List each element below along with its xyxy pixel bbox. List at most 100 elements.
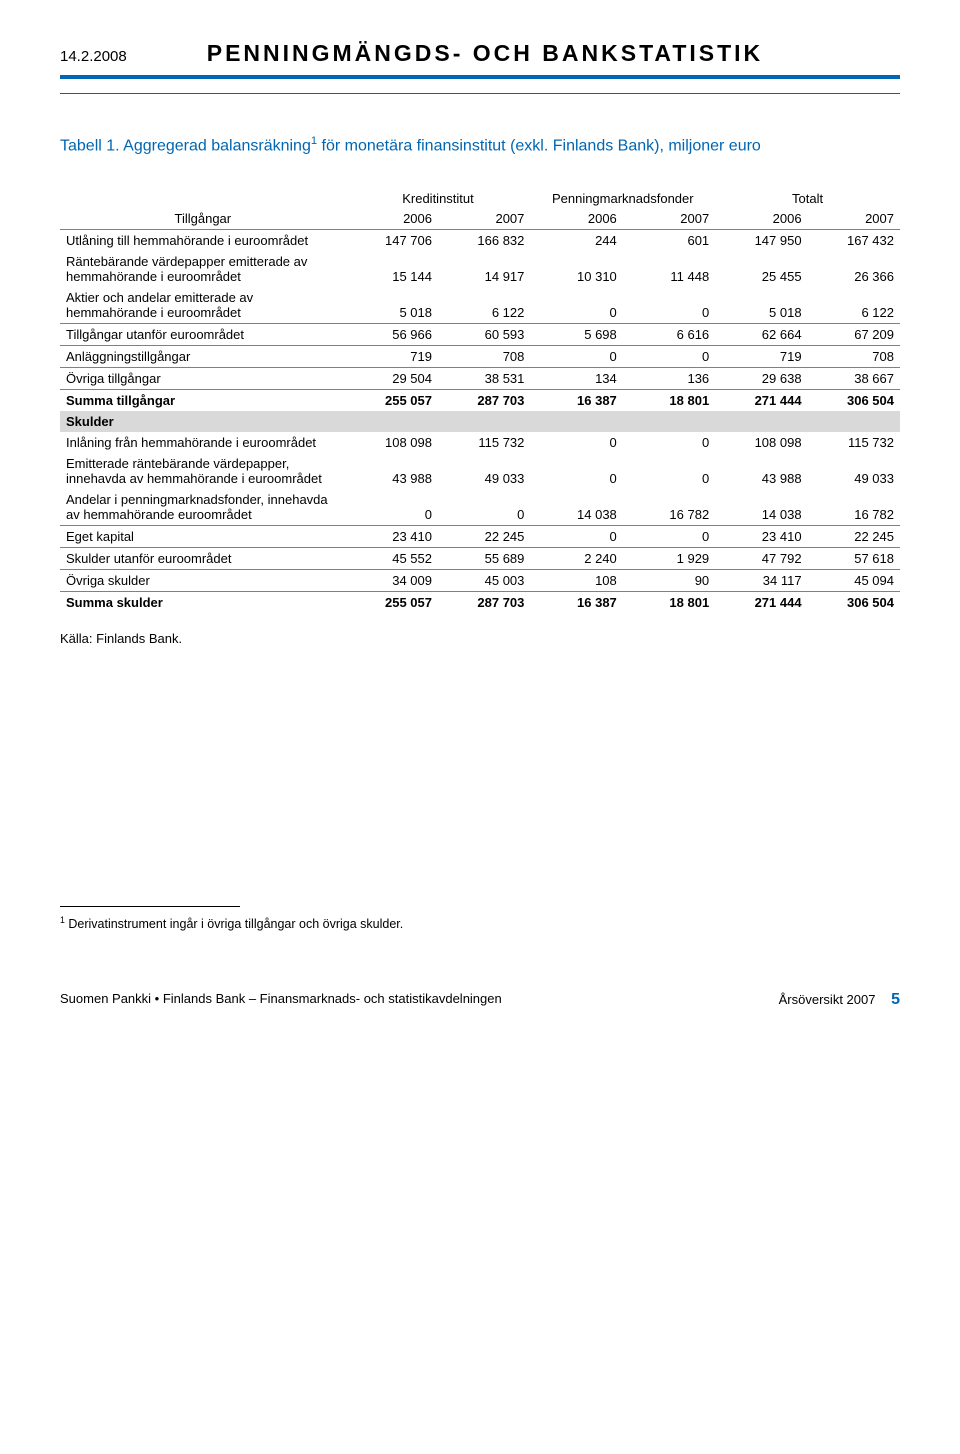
- footer-right-text: Årsöversikt 2007: [779, 992, 876, 1007]
- cell-value: 0: [530, 525, 622, 547]
- row-label: Aktier och andelar emitterade av hemmahö…: [60, 287, 346, 324]
- cell-value: 0: [530, 453, 622, 489]
- row-label: Övriga tillgångar: [60, 367, 346, 389]
- table-row: Tillgångar utanför euroområdet56 96660 5…: [60, 323, 900, 345]
- cell-value: 14 038: [530, 489, 622, 526]
- cell-value: 14 917: [438, 251, 530, 287]
- cell-value: 115 732: [808, 432, 900, 453]
- page-footer: Suomen Pankki • Finlands Bank – Finansma…: [60, 991, 900, 1009]
- table-row: Aktier och andelar emitterade av hemmahö…: [60, 287, 900, 324]
- table-row: Summa tillgångar255 057287 70316 38718 8…: [60, 389, 900, 411]
- section-skulder-label: Skulder: [60, 411, 900, 432]
- cell-value: 15 144: [346, 251, 438, 287]
- title-bar: [60, 75, 900, 79]
- col-group-kreditinstitut: Kreditinstitut: [346, 188, 531, 208]
- cell-value: 255 057: [346, 591, 438, 613]
- footnote-text: Derivatinstrument ingår i övriga tillgån…: [65, 917, 403, 931]
- cell-value: 16 782: [623, 489, 715, 526]
- tillgangar-header: Tillgångar: [60, 208, 346, 230]
- assets-body: Utlåning till hemmahörande i euroområdet…: [60, 229, 900, 411]
- cell-value: 719: [346, 345, 438, 367]
- row-label: Andelar i penningmarknadsfonder, innehav…: [60, 489, 346, 526]
- cell-value: 6 122: [438, 287, 530, 324]
- row-label: Summa tillgångar: [60, 389, 346, 411]
- row-label: Räntebärande värdepapper emitterade av h…: [60, 251, 346, 287]
- year-header: 2006: [530, 208, 622, 230]
- row-label: Emitterade räntebärande värdepapper, inn…: [60, 453, 346, 489]
- table-row: Utlåning till hemmahörande i euroområdet…: [60, 229, 900, 251]
- table-row: Andelar i penningmarknadsfonder, innehav…: [60, 489, 900, 526]
- cell-value: 16 387: [530, 591, 622, 613]
- cell-value: 60 593: [438, 323, 530, 345]
- cell-value: 255 057: [346, 389, 438, 411]
- row-label: Summa skulder: [60, 591, 346, 613]
- cell-value: 47 792: [715, 547, 807, 569]
- table-title: Tabell 1. Aggregerad balansräkning1 för …: [60, 134, 900, 158]
- balance-table: Kreditinstitut Penningmarknadsfonder Tot…: [60, 188, 900, 613]
- cell-value: 0: [530, 432, 622, 453]
- col-group-penningmarknadsfonder: Penningmarknadsfonder: [530, 188, 715, 208]
- cell-value: 0: [623, 345, 715, 367]
- table-row: Övriga skulder34 00945 0031089034 11745 …: [60, 569, 900, 591]
- footnote: 1 Derivatinstrument ingår i övriga tillg…: [60, 915, 900, 931]
- cell-value: 22 245: [808, 525, 900, 547]
- cell-value: 6 122: [808, 287, 900, 324]
- cell-value: 22 245: [438, 525, 530, 547]
- cell-value: 29 504: [346, 367, 438, 389]
- cell-value: 306 504: [808, 389, 900, 411]
- liab-body: Inlåning från hemmahörande i euroområdet…: [60, 432, 900, 613]
- cell-value: 67 209: [808, 323, 900, 345]
- table-row: Räntebärande värdepapper emitterade av h…: [60, 251, 900, 287]
- cell-value: 6 616: [623, 323, 715, 345]
- cell-value: 271 444: [715, 389, 807, 411]
- cell-value: 18 801: [623, 389, 715, 411]
- table-row: Skulder utanför euroområdet45 55255 6892…: [60, 547, 900, 569]
- cell-value: 601: [623, 229, 715, 251]
- cell-value: 244: [530, 229, 622, 251]
- row-label: Tillgångar utanför euroområdet: [60, 323, 346, 345]
- source-text: Källa: Finlands Bank.: [60, 631, 900, 646]
- cell-value: 0: [623, 432, 715, 453]
- cell-value: 34 117: [715, 569, 807, 591]
- cell-value: 23 410: [346, 525, 438, 547]
- cell-value: 271 444: [715, 591, 807, 613]
- cell-value: 0: [623, 287, 715, 324]
- footer-right: Årsöversikt 2007 5: [779, 991, 900, 1009]
- cell-value: 16 387: [530, 389, 622, 411]
- table-title-prefix: Tabell 1. Aggregerad balansräkning: [60, 137, 311, 154]
- cell-value: 5 018: [715, 287, 807, 324]
- cell-value: 108 098: [346, 432, 438, 453]
- cell-value: 0: [530, 287, 622, 324]
- row-label: Utlåning till hemmahörande i euroområdet: [60, 229, 346, 251]
- cell-value: 134: [530, 367, 622, 389]
- cell-value: 1 929: [623, 547, 715, 569]
- cell-value: 11 448: [623, 251, 715, 287]
- cell-value: 147 950: [715, 229, 807, 251]
- cell-value: 56 966: [346, 323, 438, 345]
- main-title: PENNINGMÄNGDS- OCH BANKSTATISTIK: [207, 40, 763, 67]
- footer-page-number: 5: [891, 991, 900, 1008]
- cell-value: 306 504: [808, 591, 900, 613]
- group-header-row: Kreditinstitut Penningmarknadsfonder Tot…: [60, 188, 900, 208]
- cell-value: 0: [623, 525, 715, 547]
- cell-value: 0: [438, 489, 530, 526]
- cell-value: 108 098: [715, 432, 807, 453]
- year-header: 2006: [346, 208, 438, 230]
- cell-value: 43 988: [715, 453, 807, 489]
- cell-value: 115 732: [438, 432, 530, 453]
- row-label: Eget kapital: [60, 525, 346, 547]
- row-label: Anläggningstillgångar: [60, 345, 346, 367]
- year-header-row: Tillgångar 2006 2007 2006 2007 2006 2007: [60, 208, 900, 230]
- cell-value: 38 667: [808, 367, 900, 389]
- cell-value: 287 703: [438, 591, 530, 613]
- cell-value: 34 009: [346, 569, 438, 591]
- table-row: Inlåning från hemmahörande i euroområdet…: [60, 432, 900, 453]
- cell-value: 26 366: [808, 251, 900, 287]
- row-label: Övriga skulder: [60, 569, 346, 591]
- row-label: Inlåning från hemmahörande i euroområdet: [60, 432, 346, 453]
- cell-value: 708: [808, 345, 900, 367]
- year-header: 2007: [438, 208, 530, 230]
- cell-value: 0: [623, 453, 715, 489]
- table-row: Summa skulder255 057287 70316 38718 8012…: [60, 591, 900, 613]
- table-title-suffix: för monetära finansinstitut (exkl. Finla…: [317, 137, 761, 154]
